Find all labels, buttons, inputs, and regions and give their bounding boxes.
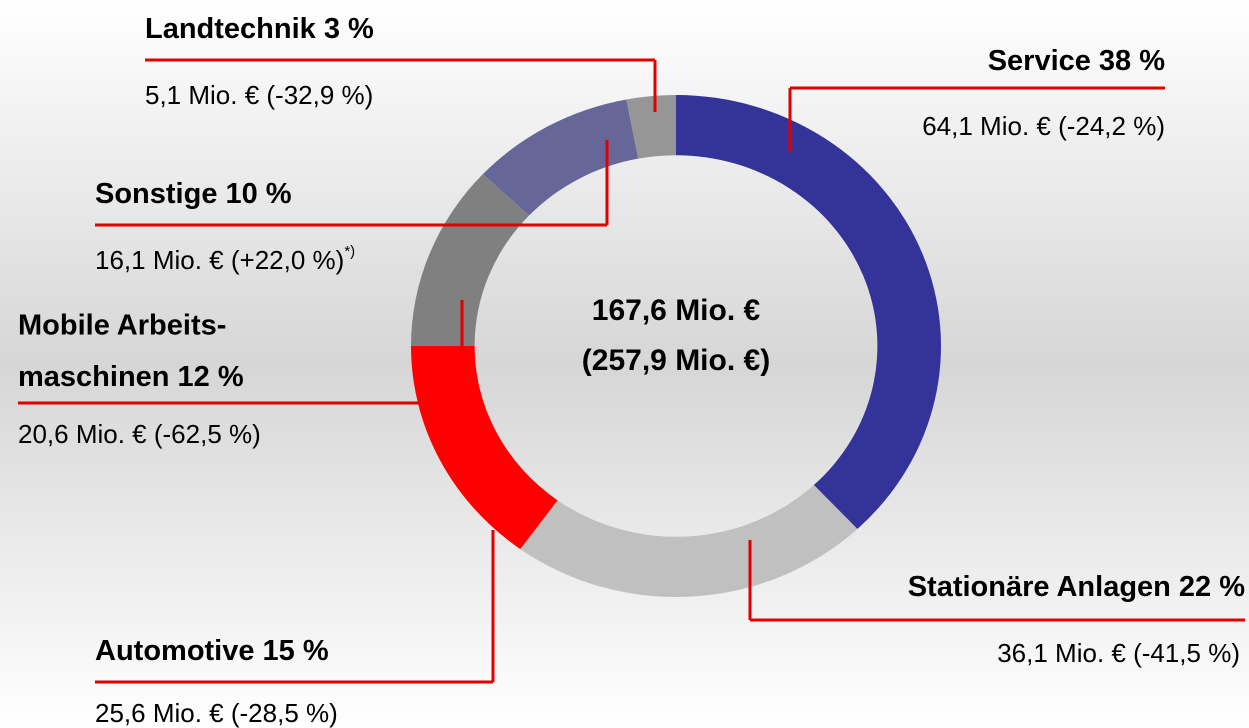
segment-detail: 16,1 Mio. € (+22,0 %)*)	[95, 243, 355, 275]
segment-name: Landtechnik	[145, 13, 317, 45]
segment-detail: 25,6 Mio. € (-28,5 %)	[95, 698, 338, 728]
segment-value: 3 %	[324, 13, 374, 45]
segment-detail: 5,1 Mio. € (-32,9 %)	[145, 80, 373, 110]
detail-text: 25,6 Mio. € (-28,5 %)	[95, 698, 338, 728]
segment-label: Stationäre Anlagen 22 %	[908, 571, 1246, 603]
detail-text: 36,1 Mio. € (-41,5 %)	[997, 638, 1240, 668]
donut-segment	[626, 95, 676, 159]
detail-text: 5,1 Mio. € (-32,9 %)	[145, 80, 373, 110]
detail-text: 20,6 Mio. € (-62,5 %)	[18, 419, 261, 449]
segment-name: Sonstige	[95, 178, 217, 210]
segment-value: 22 %	[1179, 571, 1245, 603]
segment-name: Service	[988, 45, 1091, 77]
segment-label: Service 38 %	[988, 45, 1166, 77]
segment-label: Automotive 15 %	[95, 635, 329, 667]
segment-label: Landtechnik 3 %	[145, 13, 374, 45]
segment-detail: 36,1 Mio. € (-41,5 %)	[997, 638, 1240, 668]
detail-text: 16,1 Mio. € (+22,0 %)	[95, 245, 344, 275]
detail-text: 64,1 Mio. € (-24,2 %)	[922, 111, 1165, 141]
segment-value: 12 %	[178, 361, 244, 393]
footnote-mark: *)	[344, 243, 355, 260]
donut-segment	[482, 99, 639, 216]
segment-name: Automotive	[95, 635, 255, 667]
segment-detail: 64,1 Mio. € (-24,2 %)	[922, 111, 1165, 141]
segment-name: maschinen	[18, 361, 170, 393]
donut-segment	[676, 94, 942, 529]
donut-segment	[411, 174, 530, 346]
segment-label: Sonstige 10 %	[95, 178, 292, 210]
donut-segment	[520, 485, 858, 597]
segment-label: maschinen 12 %	[18, 361, 244, 393]
center-label: 167,6 Mio. €	[592, 294, 761, 327]
center-label: (257,9 Mio. €)	[582, 344, 770, 377]
segment-value: 15 %	[263, 635, 329, 667]
segment-detail: 20,6 Mio. € (-62,5 %)	[18, 419, 261, 449]
segment-label: Mobile Arbeits-	[18, 310, 226, 342]
segment-value: 10 %	[225, 178, 291, 210]
segment-value: 38 %	[1099, 45, 1165, 77]
segment-name: Stationäre Anlagen	[908, 571, 1171, 603]
donut-segment	[411, 346, 558, 550]
